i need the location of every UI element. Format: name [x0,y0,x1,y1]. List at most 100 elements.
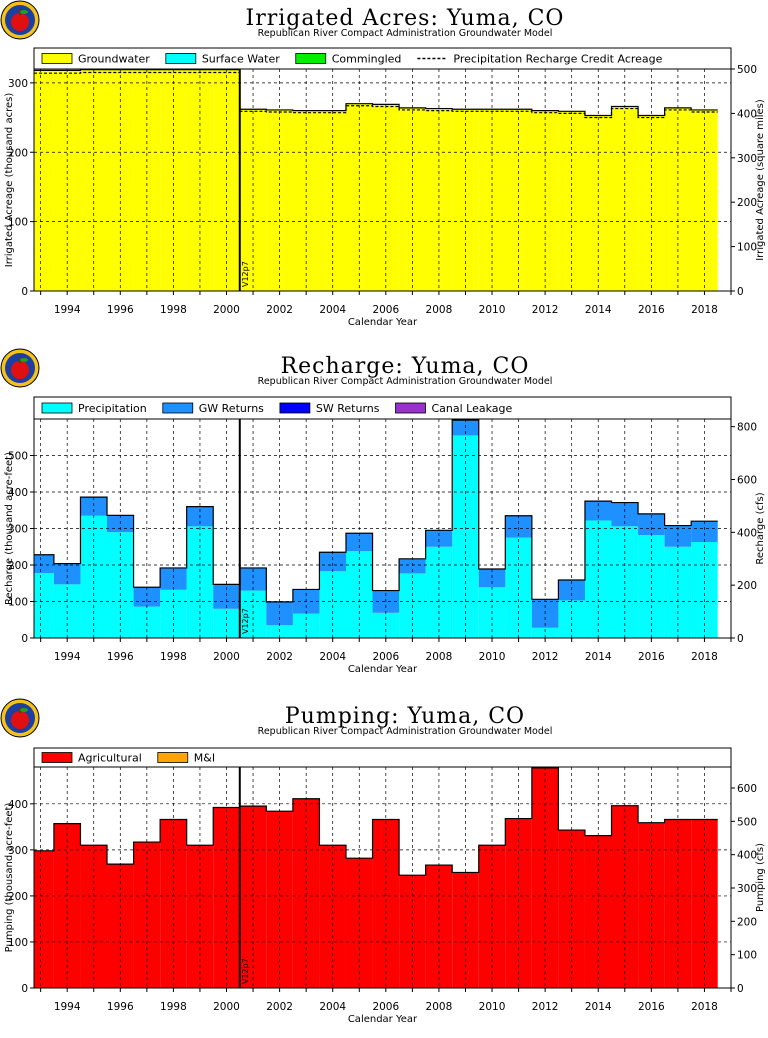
bar-precipitation-2016 [638,535,665,638]
x-tick-label: 1998 [160,1001,187,1013]
legend-swatch [41,53,73,64]
bar-precipitation-2017 [664,546,692,638]
y-right-tick-label: 300 [737,883,757,895]
bar-agricultural-2015 [611,805,639,988]
bar-gw-returns-2016 [638,513,665,536]
bar-gw-returns-1993 [34,554,54,574]
chart-title: Pumping: Yuma, CO [285,704,525,729]
y-right-tick-label: 300 [737,153,757,165]
x-tick-label: 2004 [319,304,346,316]
y-right-tick-label: 400 [737,850,757,862]
x-tick-label: 2008 [426,304,453,316]
x-axis-label: Calendar Year [348,664,418,675]
y-tick-label: 100 [8,597,28,609]
apple-logo-icon [0,698,40,738]
bar-groundwater-2018 [691,109,718,292]
chart-subtitle: Republican River Compact Administration … [258,28,553,39]
y-right-tick-label: 200 [737,916,757,928]
y-right-tick-label: 600 [737,474,757,486]
x-tick-label: 2008 [426,1001,453,1013]
bar-agricultural-2000 [213,807,240,988]
bar-groundwater-1993 [34,70,54,291]
x-tick-label: 2016 [638,304,665,316]
bar-gw-returns-2007 [399,558,426,574]
legend-swatch [395,402,426,414]
bar-gw-returns-2005 [345,533,373,552]
x-tick-label: 2010 [479,1001,506,1013]
x-tick-label: 2012 [532,1001,559,1013]
x-tick-label: 1998 [160,651,187,663]
bar-gw-returns-2010 [478,569,506,588]
bar-groundwater-2003 [292,110,320,291]
x-tick-label: 1994 [54,304,81,316]
x-tick-label: 2010 [479,651,506,663]
model-version-marker-label: V12p7 [241,958,250,984]
x-tick-label: 2008 [426,651,453,663]
y-axis-right-label: Recharge (cfs) [755,492,766,564]
y-right-tick-label: 100 [737,242,757,254]
plot-frame [33,68,732,292]
bar-precipitation-2008 [425,546,453,638]
bar-groundwater-2007 [399,107,426,291]
bar-groundwater-2008 [425,108,453,291]
x-axis-label: Calendar Year [348,317,418,328]
x-tick-label: 2000 [213,1001,240,1013]
bar-gw-returns-2004 [319,552,346,572]
bar-agricultural-1993 [34,850,54,988]
bar-groundwater-2012 [531,110,559,291]
x-tick-label: 2004 [319,1001,346,1013]
x-tick-label: 2014 [585,1001,612,1013]
bar-gw-returns-2015 [611,502,639,527]
legend-label: M&I [194,752,215,765]
chart-title: Irrigated Acres: Yuma, CO [246,6,565,31]
bar-agricultural-1998 [160,819,187,988]
x-tick-label: 2014 [585,304,612,316]
bar-gw-returns-2011 [505,515,532,538]
bar-gw-returns-1994 [53,563,81,585]
bar-precipitation-2014 [584,520,612,638]
pumping-panel: Pumping: Yuma, CO Republican River Compac… [0,698,768,1038]
bar-gw-returns-2017 [664,525,692,547]
bar-agricultural-2001 [239,806,267,988]
y-right-tick-label: 400 [737,527,757,539]
x-tick-label: 1994 [54,651,81,663]
legend-label: Precipitation [78,402,147,415]
legend-label: Canal Leakage [432,402,513,415]
y-right-tick-label: 400 [737,108,757,120]
apple-logo-icon [0,0,40,40]
y-right-tick-label: 200 [737,197,757,209]
x-tick-label: 2002 [266,1001,293,1013]
bar-agricultural-1997 [133,842,161,988]
bar-gw-returns-2008 [425,530,453,547]
legend-label: Surface Water [202,53,280,66]
chart-subtitle: Republican River Compact Administration … [258,726,553,737]
y-tick-label: 400 [8,799,28,811]
y-tick-label: 100 [8,937,28,949]
y-tick-label: 300 [8,845,28,857]
y-right-tick-label: 0 [737,983,744,995]
x-tick-label: 1998 [160,304,187,316]
stack-outline [34,767,718,876]
y-tick-label: 400 [8,487,28,499]
model-version-marker-label: V12p7 [241,261,250,287]
bar-groundwater-2004 [319,110,346,291]
x-tick-label: 2016 [638,651,665,663]
legend-label: Groundwater [78,53,150,66]
bar-gw-returns-2013 [558,579,585,601]
bar-groundwater-2017 [664,107,692,291]
x-tick-label: 2002 [266,304,293,316]
x-tick-label: 1996 [107,651,134,663]
legend-label: GW Returns [199,402,264,415]
x-tick-label: 2018 [691,651,718,663]
bar-groundwater-2010 [478,109,506,291]
y-right-tick-label: 200 [737,580,757,592]
legend-swatch [41,752,73,763]
y-tick-label: 300 [8,78,28,90]
bar-precipitation-2012 [531,627,559,638]
bar-agricultural-2018 [691,819,718,988]
bar-precipitation-1996 [107,532,134,638]
legend-label: Agricultural [78,752,142,765]
